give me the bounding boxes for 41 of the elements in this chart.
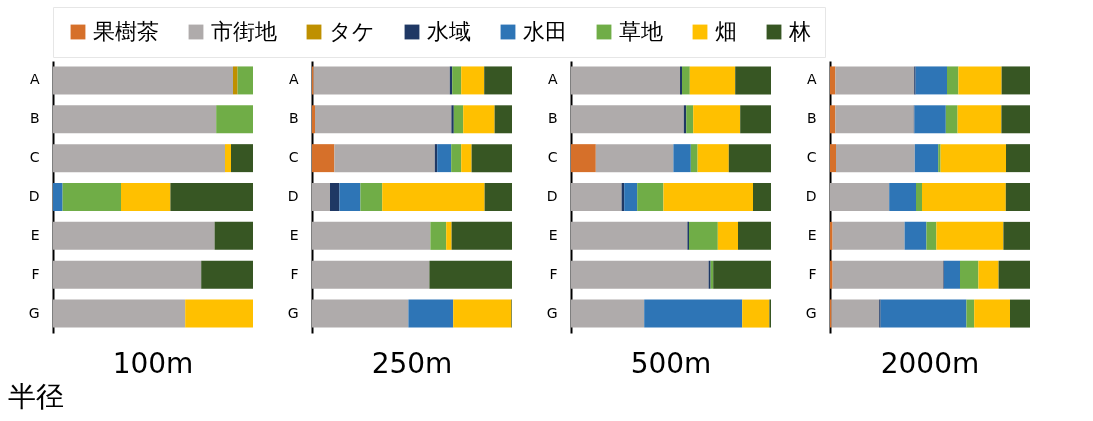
y-tick-label: A — [547, 71, 558, 88]
text: 2000m — [880, 347, 980, 380]
y-tick-label: G — [28, 304, 40, 321]
y-tick-label: D — [28, 188, 40, 204]
y-tick-label: E — [289, 226, 299, 243]
legend-label: 草地 — [619, 19, 663, 44]
y-tick-label: C — [288, 149, 299, 166]
y-tick-label: D — [287, 188, 299, 204]
y-tick-label: F — [549, 265, 558, 282]
legend-label: タケ — [329, 19, 375, 44]
y-tick-label: D — [805, 188, 817, 204]
text: 100m — [112, 347, 194, 380]
legend-label: 水田 — [523, 19, 567, 44]
y-tick-label: F — [290, 265, 299, 282]
y-tick-label: C — [806, 149, 817, 166]
text: 250m — [371, 347, 453, 380]
y-tick-label: A — [806, 71, 817, 88]
text: 500m — [630, 347, 712, 380]
y-tick-label: F — [808, 265, 817, 282]
y-tick-label: B — [288, 110, 299, 127]
y-tick-label: E — [548, 226, 558, 243]
y-tick-label: E — [30, 226, 40, 243]
legend-label: 水域 — [427, 19, 471, 44]
legend-label: 畑 — [715, 19, 737, 44]
y-tick-label: C — [29, 149, 40, 166]
legend-label: 林 — [788, 19, 811, 44]
y-tick-label: A — [29, 71, 40, 88]
y-tick-label: B — [547, 110, 558, 127]
y-tick-label: G — [805, 304, 817, 321]
legend-label: 果樹茶 — [93, 19, 159, 44]
legend-label: 市街地 — [211, 19, 277, 44]
y-tick-label: C — [547, 149, 558, 166]
y-tick-label: A — [288, 71, 299, 88]
y-tick-label: D — [546, 188, 558, 204]
y-tick-label: G — [287, 304, 299, 321]
y-tick-label: B — [29, 110, 40, 127]
text: 半径 — [8, 379, 64, 415]
y-tick-label: B — [806, 110, 817, 127]
y-tick-label: F — [31, 265, 40, 282]
y-tick-label: E — [807, 226, 817, 243]
y-tick-label: G — [546, 304, 558, 321]
